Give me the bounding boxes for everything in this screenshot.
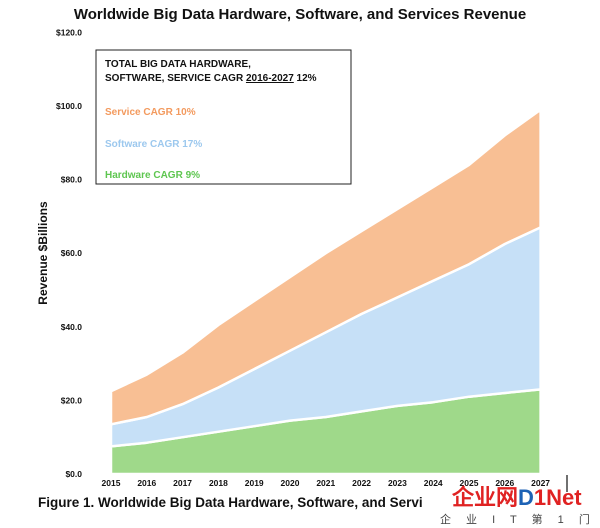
x-tick-label: 2022 [352,478,371,488]
x-tick-label: 2025 [460,478,479,488]
y-tick-label: $100.0 [56,101,82,111]
legend-title-line1: TOTAL BIG DATA HARDWARE, [105,59,251,70]
legend-title-line2: SOFTWARE, SERVICE CAGR 2016-2027 12% [105,73,317,84]
watermark-logo: 企业网D1Net 企 业 I T 第 1 门 户 [440,485,600,526]
legend-item-service: Service CAGR 10% [105,107,196,118]
legend-item-hardware: Hardware CAGR 9% [105,170,200,181]
y-tick-label: $120.0 [56,27,82,37]
y-tick-label: $0.0 [65,469,82,479]
x-tick-label: 2027 [531,478,550,488]
y-tick-label: $20.0 [61,395,83,405]
area-series-service [109,108,542,426]
x-tick-label: 2019 [245,478,264,488]
y-tick-label: $60.0 [61,248,83,258]
watermark-part1: 企业 [451,485,496,510]
x-tick-label: 2015 [102,478,121,488]
legend-title-line2-post: 12% [294,73,317,84]
watermark-part2: 网 [496,485,518,510]
y-tick-label: $40.0 [61,322,83,332]
legend-box [95,49,352,185]
legend-item-software: Software CAGR 17% [105,139,202,150]
watermark-part3: D [518,485,534,510]
x-tick-label: 2020 [281,478,300,488]
x-tick-label: 2026 [495,478,514,488]
y-axis: $0.0 $20.0 $40.0 $60.0 $80.0 $100.0 $120.0 [56,27,82,479]
x-tick-label: 2023 [388,478,407,488]
x-tick-label: 2021 [316,478,335,488]
x-tick-label: 2016 [137,478,156,488]
legend-title-line2-range: 2016-2027 [246,73,294,84]
watermark-subtitle: 企 业 I T 第 1 门 户 [440,512,600,526]
watermark-text: 企业网D1Net [451,485,582,510]
x-tick-label: 2018 [209,478,228,488]
y-axis-label: Revenue $Billions [36,201,50,305]
watermark-part4: 1 [534,485,546,510]
figure-caption: Figure 1. Worldwide Big Data Hardware, S… [38,495,423,510]
x-axis: 2015 2016 2017 2018 2019 2020 2021 2022 2023 2024… [102,478,551,488]
area-layers [109,108,542,476]
x-tick-label: 2024 [424,478,443,488]
watermark-part5: Net [546,485,582,510]
legend: TOTAL BIG DATA HARDWARE, SOFTWARE, SERVI… [95,49,352,185]
y-tick-label: $80.0 [61,175,83,185]
chart-title: Worldwide Big Data Hardware, Software, a… [74,6,526,23]
legend-title-line2-pre: SOFTWARE, SERVICE CAGR [105,73,246,84]
x-tick-label: 2017 [173,478,192,488]
